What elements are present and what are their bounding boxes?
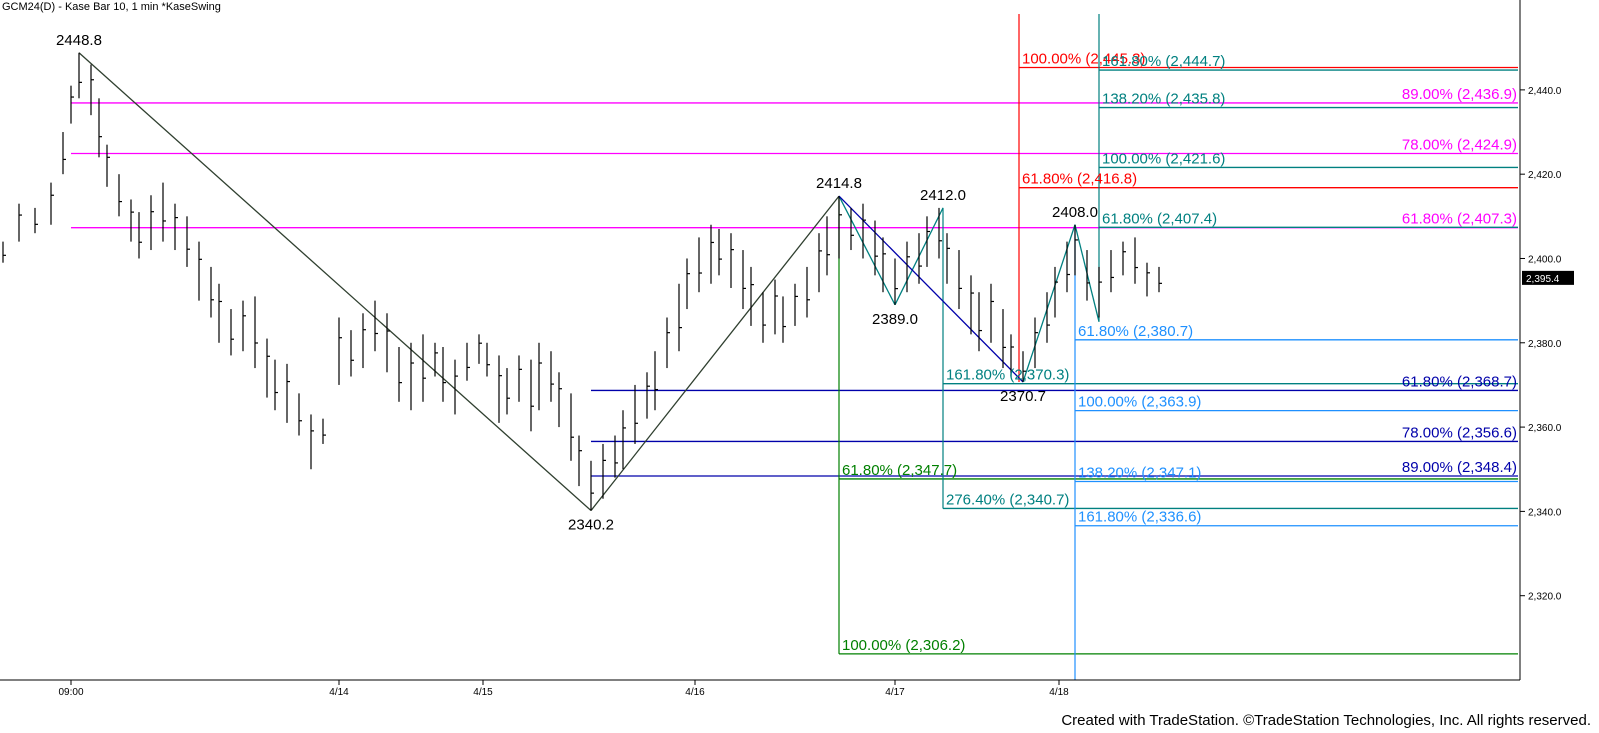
swing-point-label: 2412.0 (920, 187, 966, 204)
x-tick-label: 4/14 (329, 687, 349, 698)
fibonacci-levels (71, 66, 1518, 655)
swing-line (1022, 224, 1076, 383)
fib-level-label: 161.80% (2,444.7) (1102, 53, 1225, 70)
fib-level-label: 100.00% (2,363.9) (1078, 394, 1201, 411)
swing-line (78, 52, 592, 512)
fib-level-label: 78.00% (2,424.9) (1402, 137, 1517, 154)
fib-level-label: 100.00% (2,421.6) (1102, 150, 1225, 167)
fib-level-label: 100.00% (2,306.2) (842, 637, 965, 654)
fib-level-label: 100.00% (2,445.3) (1022, 51, 1145, 68)
fib-level-label: 61.80% (2,380.7) (1078, 323, 1193, 340)
level-labels: 89.00% (2,436.9) 78.00% (2,424.9) 61.80% (… (56, 32, 1517, 654)
fib-level-label: 89.00% (2,348.4) (1402, 459, 1517, 476)
y-tick-label: 2,380.0 (1528, 339, 1562, 350)
y-tick-label: 2,320.0 (1528, 592, 1562, 603)
y-tick-label: 2,420.0 (1528, 170, 1562, 181)
last-price-label: 2,395.4 (1526, 274, 1560, 285)
swing-line (838, 195, 1024, 383)
price-bars (2, 52, 1162, 511)
y-tick-label: 2,360.0 (1528, 423, 1562, 434)
x-tick-label: 4/17 (885, 687, 905, 698)
chart-title: GCM24(D) - Kase Bar 10, 1 min *KaseSwing (2, 1, 221, 13)
fib-level-label: 61.80% (2,407.3) (1402, 211, 1517, 228)
x-tick-label: 09:00 (58, 687, 83, 698)
axes: 2,320.0 2,340.0 2,360.0 2,380.0 2,400.0 2,420… (0, 0, 1574, 698)
fib-level-label: 61.80% (2,416.8) (1022, 171, 1137, 188)
projection-verticals (838, 14, 1100, 680)
swing-point-label: 2370.7 (1000, 388, 1046, 405)
fib-level-label: 161.80% (2,336.6) (1078, 509, 1201, 526)
fib-level-label: 276.40% (2,340.7) (946, 491, 1069, 508)
y-tick-label: 2,400.0 (1528, 254, 1562, 265)
x-tick-label: 4/18 (1049, 687, 1069, 698)
copyright-notice: Created with TradeStation. ©TradeStation… (1061, 712, 1591, 729)
fib-level-label: 89.00% (2,436.9) (1402, 86, 1517, 103)
swing-point-label: 2340.2 (568, 517, 614, 534)
x-tick-label: 4/15 (473, 687, 493, 698)
fib-level-label: 61.80% (2,347.7) (842, 462, 957, 479)
last-price-badge (1522, 270, 1574, 285)
swing-point-label: 2414.8 (816, 175, 862, 192)
fib-level-label: 138.20% (2,347.1) (1078, 464, 1201, 481)
fib-level-label: 138.20% (2,435.8) (1102, 91, 1225, 108)
swing-line (838, 195, 896, 306)
y-tick-label: 2,440.0 (1528, 86, 1562, 97)
swing-point-label: 2408.0 (1052, 204, 1098, 221)
swing-line (590, 195, 840, 511)
swing-point-label: 2448.8 (56, 32, 102, 49)
fib-level-label: 161.80% (2,370.3) (946, 367, 1069, 384)
fib-level-label: 78.00% (2,356.6) (1402, 424, 1517, 441)
swing-point-label: 2389.0 (872, 311, 918, 328)
fib-level-label: 61.80% (2,407.4) (1102, 210, 1217, 227)
fib-level-label: 61.80% (2,368.7) (1402, 373, 1517, 390)
y-tick-label: 2,340.0 (1528, 507, 1562, 518)
x-tick-label: 4/16 (685, 687, 705, 698)
